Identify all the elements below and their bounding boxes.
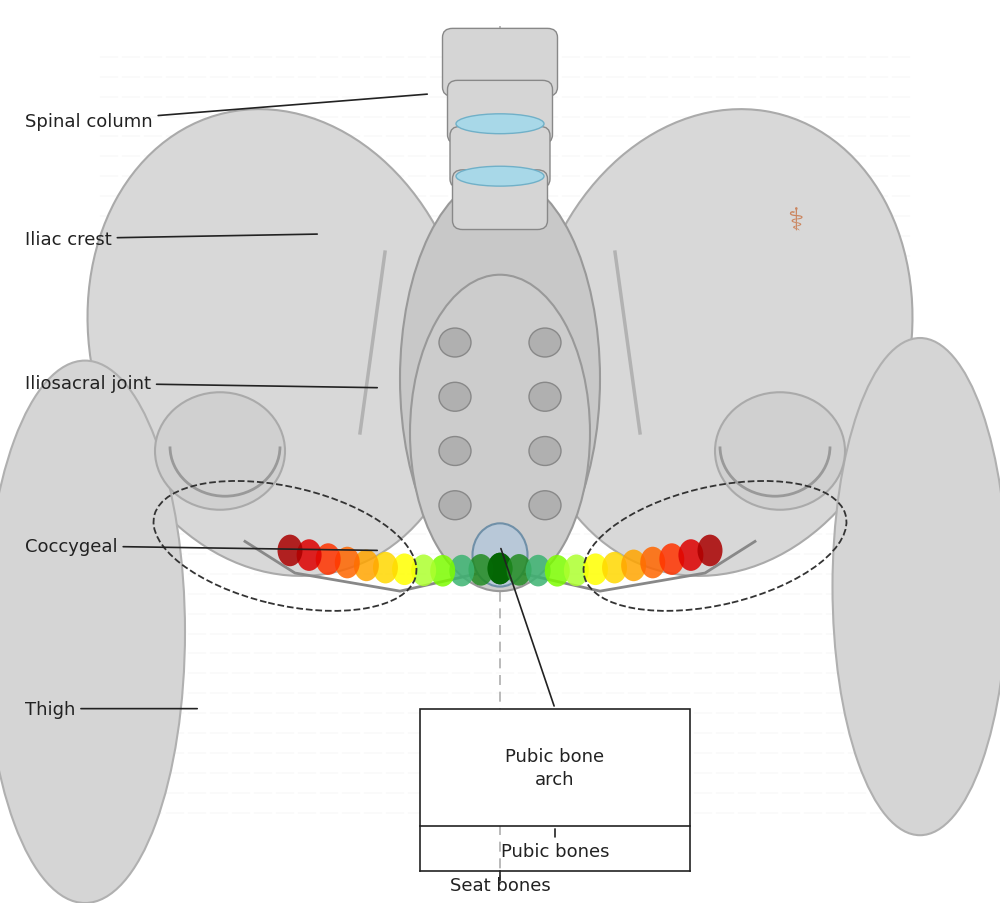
Ellipse shape (88, 110, 472, 576)
Ellipse shape (456, 167, 544, 187)
FancyBboxPatch shape (452, 171, 548, 230)
Ellipse shape (430, 555, 455, 587)
Circle shape (155, 393, 285, 510)
Ellipse shape (468, 554, 493, 586)
Ellipse shape (545, 555, 570, 587)
Ellipse shape (621, 550, 646, 582)
Ellipse shape (456, 115, 544, 135)
Text: Pubic bone
arch: Pubic bone arch (505, 747, 605, 788)
Circle shape (529, 491, 561, 520)
Ellipse shape (564, 554, 589, 586)
Ellipse shape (297, 540, 322, 572)
Ellipse shape (392, 554, 417, 585)
FancyBboxPatch shape (448, 81, 552, 144)
Ellipse shape (411, 554, 436, 586)
Text: Pubic bones: Pubic bones (501, 842, 609, 861)
Ellipse shape (602, 553, 627, 584)
FancyBboxPatch shape (450, 127, 550, 189)
Text: Thigh: Thigh (25, 700, 197, 718)
Ellipse shape (488, 553, 512, 585)
Text: Coccygeal: Coccygeal (25, 537, 377, 555)
Circle shape (529, 437, 561, 466)
Ellipse shape (278, 535, 303, 567)
Ellipse shape (640, 547, 665, 579)
Ellipse shape (316, 544, 341, 575)
Bar (420, 709, 690, 826)
Ellipse shape (583, 554, 608, 585)
Ellipse shape (526, 555, 551, 587)
Ellipse shape (659, 544, 684, 575)
FancyBboxPatch shape (442, 29, 558, 97)
Text: Seat bones: Seat bones (450, 876, 550, 894)
Text: Spinal column: Spinal column (25, 95, 427, 131)
Ellipse shape (335, 547, 360, 579)
Text: ⚕: ⚕ (787, 207, 803, 236)
Ellipse shape (507, 554, 532, 586)
Circle shape (439, 383, 471, 412)
Circle shape (439, 437, 471, 466)
Ellipse shape (473, 524, 528, 587)
Circle shape (715, 393, 845, 510)
Circle shape (439, 329, 471, 358)
Ellipse shape (678, 540, 703, 572)
Ellipse shape (528, 110, 912, 576)
Ellipse shape (0, 361, 185, 903)
Ellipse shape (373, 553, 398, 584)
Ellipse shape (488, 553, 512, 585)
Ellipse shape (449, 555, 474, 587)
Ellipse shape (354, 550, 379, 582)
Ellipse shape (698, 535, 722, 567)
Ellipse shape (832, 339, 1000, 835)
Text: Iliosacral joint: Iliosacral joint (25, 375, 377, 393)
Circle shape (439, 491, 471, 520)
Text: Iliac crest: Iliac crest (25, 230, 317, 248)
Ellipse shape (400, 176, 600, 582)
Ellipse shape (410, 275, 590, 591)
Circle shape (529, 383, 561, 412)
Circle shape (529, 329, 561, 358)
